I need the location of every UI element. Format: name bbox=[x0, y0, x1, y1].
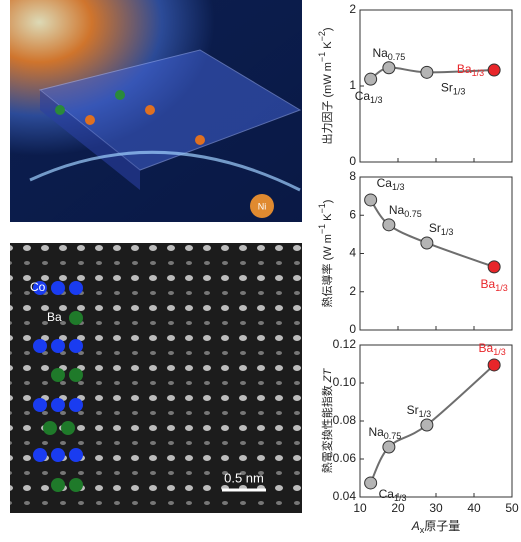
y-tick-label: 0.06 bbox=[333, 451, 357, 465]
y-axis-label: 出力因子 (mW m−1 K−2) bbox=[317, 27, 334, 144]
point-label-part: 1/3 bbox=[441, 227, 454, 237]
point-label-part: 1/3 bbox=[394, 493, 407, 503]
y-tick-label: 0.12 bbox=[333, 337, 357, 351]
render-image: Ni bbox=[10, 0, 302, 222]
y-axis-label-part: ) bbox=[322, 200, 334, 204]
data-point bbox=[421, 237, 433, 249]
data-point bbox=[365, 477, 377, 489]
x-tick-label: 10 bbox=[353, 501, 367, 515]
point-label: Sr1/3 bbox=[429, 221, 454, 237]
y-tick-label: 0.10 bbox=[333, 375, 357, 389]
point-label-part: Sr bbox=[441, 80, 453, 94]
point-label-part: 1/3 bbox=[472, 68, 485, 78]
point-label-part: Ba bbox=[481, 277, 496, 291]
point-label-part: Na bbox=[389, 203, 405, 217]
y-axis-label-part: −1 bbox=[317, 203, 327, 213]
point-label-part: 0.75 bbox=[384, 431, 402, 441]
data-point bbox=[421, 66, 433, 78]
point-label-part: Ca bbox=[379, 487, 395, 501]
point-label-part: Sr bbox=[407, 403, 419, 417]
data-point bbox=[488, 64, 500, 76]
plot-frame bbox=[360, 10, 512, 162]
y-tick-label: 8 bbox=[349, 169, 356, 183]
data-point bbox=[383, 219, 395, 231]
point-label-part: Na bbox=[368, 425, 384, 439]
figure: Ni Co Ba 0.5 nm 012出力因子 (mW m−1 K−2)Ca1/… bbox=[0, 0, 521, 537]
point-label: Ca1/3 bbox=[377, 176, 405, 192]
data-point bbox=[421, 419, 433, 431]
y-axis-label-part: −1 bbox=[317, 224, 327, 234]
stem-label: Co bbox=[30, 280, 46, 294]
y-tick-label: 0 bbox=[349, 154, 356, 168]
y-axis-label-part: K bbox=[322, 41, 334, 52]
point-label-part: 1/3 bbox=[493, 347, 506, 357]
point-label: Sr1/3 bbox=[407, 403, 432, 419]
point-label: Ca1/3 bbox=[379, 487, 407, 503]
stem-label: Ba bbox=[47, 310, 62, 324]
point-label-part: Ca bbox=[377, 176, 393, 190]
y-axis-label-part: ZT bbox=[322, 367, 334, 383]
point-label-part: Sr bbox=[429, 221, 441, 235]
point-label-part: 0.75 bbox=[404, 209, 422, 219]
data-point bbox=[383, 62, 395, 74]
y-axis-label-part: 熱伝導率 (W m bbox=[320, 234, 334, 307]
x-axis-label-part: A bbox=[411, 519, 420, 533]
plot-frame bbox=[360, 177, 512, 330]
x-tick-label: 30 bbox=[429, 501, 443, 515]
point-label-part: 1/3 bbox=[453, 87, 466, 97]
point-label: Sr1/3 bbox=[441, 80, 466, 96]
point-label-part: Na bbox=[372, 46, 388, 60]
data-point bbox=[365, 194, 377, 206]
point-label: Ca1/3 bbox=[355, 89, 383, 105]
data-point bbox=[488, 359, 500, 371]
x-tick-label: 50 bbox=[505, 501, 519, 515]
y-axis-label-part: 出力因子 (mW m bbox=[320, 62, 334, 144]
y-tick-label: 6 bbox=[349, 207, 356, 221]
point-label-part: Ba bbox=[457, 62, 472, 76]
point-label-part: Ca bbox=[355, 89, 371, 103]
point-label-part: Ba bbox=[479, 341, 494, 355]
render-label: Ni bbox=[258, 201, 267, 211]
y-tick-label: 2 bbox=[349, 2, 356, 16]
point-label: Ba1/3 bbox=[481, 277, 508, 293]
y-axis-label-part: K bbox=[322, 213, 334, 224]
y-tick-label: 2 bbox=[349, 284, 356, 298]
data-point bbox=[365, 73, 377, 85]
y-tick-label: 4 bbox=[349, 246, 356, 260]
point-label-part: 1/3 bbox=[392, 182, 405, 192]
y-tick-label: 0 bbox=[349, 322, 356, 336]
point-label: Na0.75 bbox=[368, 425, 401, 441]
point-label-part: 0.75 bbox=[388, 52, 406, 62]
point-label: Ba1/3 bbox=[457, 62, 484, 78]
point-label: Na0.75 bbox=[372, 46, 405, 62]
y-axis-label: 熱伝導率 (W m−1 K−1) bbox=[317, 200, 334, 308]
data-point bbox=[488, 261, 500, 273]
point-label-part: 1/3 bbox=[370, 96, 383, 106]
y-tick-label: 0.08 bbox=[333, 413, 357, 427]
point-label-part: 1/3 bbox=[495, 283, 508, 293]
y-axis-label: 熱電変換性能指数 ZT bbox=[320, 367, 334, 473]
scale-label: 0.5 nm bbox=[224, 470, 264, 485]
point-label: Na0.75 bbox=[389, 203, 422, 219]
y-axis-label-part: ) bbox=[322, 27, 334, 31]
y-axis-label-part: −1 bbox=[317, 52, 327, 62]
x-axis-label-part: 原子量 bbox=[424, 519, 460, 533]
point-label-part: 1/3 bbox=[419, 409, 432, 419]
y-axis-label-part: 熱電変換性能指数 bbox=[320, 382, 334, 473]
data-point bbox=[383, 441, 395, 453]
x-axis-label: Ax原子量 bbox=[411, 519, 461, 535]
stem-image: Co Ba 0.5 nm bbox=[10, 243, 302, 513]
point-label: Ba1/3 bbox=[479, 341, 506, 357]
y-axis-label-part: −2 bbox=[317, 31, 327, 41]
x-tick-label: 40 bbox=[467, 501, 481, 515]
